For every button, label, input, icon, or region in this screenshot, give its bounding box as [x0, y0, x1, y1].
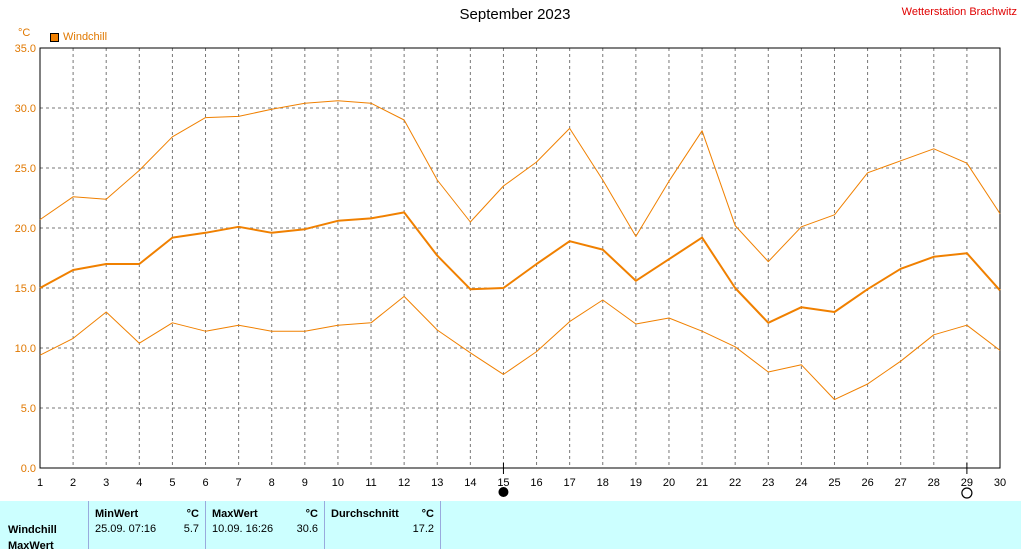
row-label-cell: Windchill MaxWert: [0, 501, 88, 552]
new-moon-icon: [961, 487, 973, 499]
x-tick-label: 18: [597, 477, 609, 489]
full-moon-icon: [498, 487, 509, 497]
row-label: Windchill: [8, 524, 57, 536]
x-tick-label: 10: [332, 477, 344, 489]
x-tick-label: 24: [795, 477, 807, 489]
x-tick-label: 25: [828, 477, 840, 489]
x-tick-label: 1: [37, 477, 43, 489]
avg-header: Durchschnitt: [331, 508, 399, 520]
x-tick-label: 8: [269, 477, 275, 489]
x-tick-label: 2: [70, 477, 76, 489]
x-tick-label: 5: [169, 477, 175, 489]
plot-frame: [39, 47, 1001, 469]
x-tick-label: 4: [136, 477, 142, 489]
series-line-mean: [39, 211, 1001, 324]
min-cell: MinWert °C 25.09. 07:16 5.7: [88, 501, 205, 549]
legend: Windchill: [50, 31, 107, 43]
x-tick-label: 17: [564, 477, 576, 489]
x-tick-label: 20: [663, 477, 675, 489]
x-tick-label: 14: [464, 477, 476, 489]
max-value: 30.6: [296, 523, 318, 535]
y-tick-label: 30.0: [15, 103, 36, 115]
x-tick-label: 21: [696, 477, 708, 489]
x-tick-label: 15: [497, 477, 509, 489]
chart-title: September 2023: [459, 6, 571, 23]
y-tick-label: 15.0: [15, 283, 36, 295]
moon-markers: [498, 463, 973, 499]
min-date: 25.09. 07:16: [95, 523, 157, 535]
legend-swatch: [50, 32, 59, 42]
y-tick-label: 20.0: [15, 223, 36, 235]
series-line-min: [39, 295, 1001, 401]
row-label-next: MaxWert: [8, 540, 54, 552]
axes: [39, 47, 1001, 469]
y-tick-label: 35.0: [15, 43, 36, 55]
x-tick-label: 12: [398, 477, 410, 489]
x-tick-label: 27: [895, 477, 907, 489]
avg-unit: °C: [421, 508, 434, 520]
grid: [40, 48, 1000, 468]
x-tick-label: 11: [365, 477, 376, 489]
min-header: MinWert: [95, 508, 139, 520]
x-tick-label: 3: [103, 477, 109, 489]
y-tick-label: 0.0: [21, 463, 36, 475]
avg-value: 17.2: [412, 523, 434, 535]
windchill-chart: 0.05.010.015.020.025.030.035.01 2 3 4 5 6 7 8 9 1…: [15, 43, 1007, 499]
x-tick-label: 22: [729, 477, 741, 489]
x-tick-label: 19: [630, 477, 642, 489]
y-tick-label: 5.0: [21, 403, 36, 415]
avg-cell: Durchschnitt °C 17.2: [324, 501, 441, 549]
x-tick-label: 13: [431, 477, 443, 489]
x-tick-label: 16: [530, 477, 542, 489]
x-tick-label: 9: [302, 477, 308, 489]
max-cell: MaxWert °C 10.09. 16:26 30.6: [205, 501, 324, 549]
min-value: 5.7: [183, 523, 199, 535]
series-group: [39, 100, 1001, 401]
y-tick-label: 25.0: [15, 163, 36, 175]
x-tick-label: 29: [961, 477, 973, 489]
series-line-max: [39, 100, 1001, 263]
x-tick-label: 30: [994, 477, 1006, 489]
max-header: MaxWert: [212, 508, 258, 520]
station-name: Wetterstation Brachwitz: [901, 6, 1017, 18]
stats-panel: Windchill MaxWert MinWert °C 25.09. 07:1…: [0, 501, 1021, 552]
x-tick-label: 7: [236, 477, 242, 489]
y-tick-label: 10.0: [15, 343, 36, 355]
legend-label: Windchill: [63, 31, 108, 43]
x-tick-label: 28: [928, 477, 940, 489]
x-tick-label: 23: [762, 477, 774, 489]
tick-labels: 0.05.010.015.020.025.030.035.01 2 3 4 5 6 7 8 9 1…: [15, 43, 1007, 489]
x-tick-label: 26: [861, 477, 873, 489]
y-axis-unit: °C: [18, 27, 31, 39]
x-tick-label: 6: [202, 477, 208, 489]
max-date: 10.09. 16:26: [212, 523, 274, 535]
min-unit: °C: [186, 508, 199, 520]
max-unit: °C: [305, 508, 318, 520]
